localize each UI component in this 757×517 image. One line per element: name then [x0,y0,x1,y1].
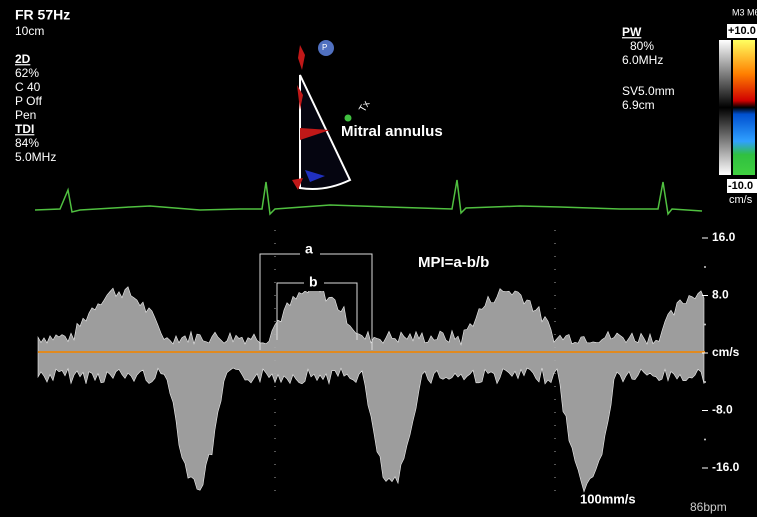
color-bottom: -10.0 [728,180,753,192]
gray-bar [719,40,731,175]
sweep-speed: 100mm/s [580,491,636,506]
color-bar [733,40,755,175]
gate-setting: 6.9cm [622,98,655,112]
depth: 10cm [15,24,44,38]
mode-setting: 62% [15,66,39,80]
mode-title: PW [622,25,642,39]
scale-label: 16.0 [712,230,736,244]
structure-label: Mitral annulus [341,123,443,140]
orientation-label: P [322,43,327,52]
mode-setting: C 40 [15,80,41,94]
heart-rate: 86bpm [690,500,727,514]
color-unit: cm/s [729,194,753,206]
interval-b-label: b [309,274,318,290]
frame-rate: FR 57Hz [15,7,70,23]
mode-setting: 5.0MHz [15,150,56,164]
color-top: +10.0 [728,25,756,37]
scale-dot [704,381,706,383]
page: FR 57Hz 10cm 2D 62% C 40 P Off Pen TDI 8… [0,0,757,517]
scale-label: -16.0 [712,460,740,474]
mpi-formula: MPI=a-b/b [418,254,489,271]
scale-label: 8.0 [712,288,729,302]
mode-setting: P Off [15,94,43,108]
gate-setting: SV5.0mm [622,84,675,98]
mode-title: TDI [15,122,34,136]
mode-setting: 80% [630,39,654,53]
scale-label: cm/s [712,345,740,359]
interval-a-label: a [305,241,313,257]
scale-label: -8.0 [712,403,733,417]
scale-dot [704,266,706,268]
probe-label: M3 M6 [732,7,757,17]
sample-gate [345,115,352,122]
mode-setting: 6.0MHz [622,53,663,67]
scale-dot [704,324,706,326]
ultrasound-screen: FR 57Hz 10cm 2D 62% C 40 P Off Pen TDI 8… [0,0,757,517]
scale-dot [704,439,706,441]
mode-setting: Pen [15,108,36,122]
mode-setting: 84% [15,136,39,150]
mode-title: 2D [15,52,31,66]
